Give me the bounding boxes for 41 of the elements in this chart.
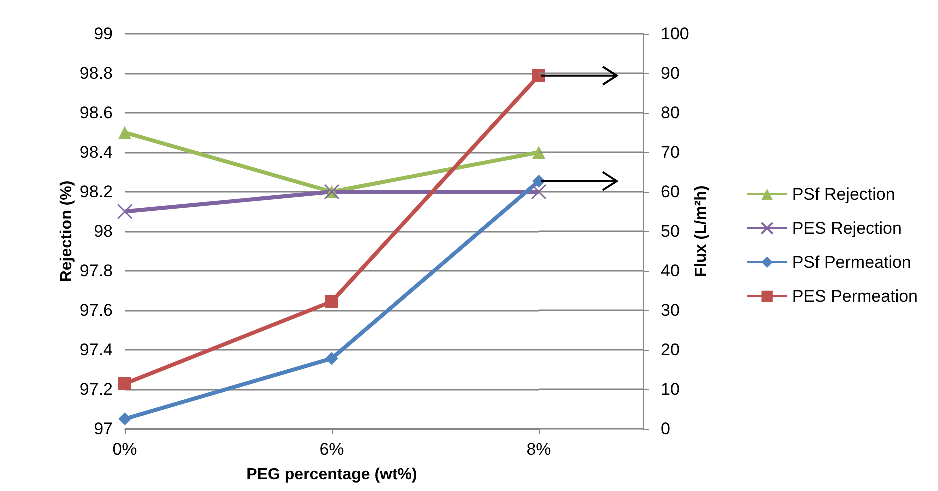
x-axis-title: PEG percentage (wt%) <box>246 466 418 484</box>
y2-tick-label: 60 <box>661 182 680 202</box>
legend-label: PES Rejection <box>792 219 902 238</box>
y-tick-label: 97.6 <box>80 301 113 320</box>
y-tick-label: 97.8 <box>80 262 113 280</box>
x-tick-label: 0% <box>112 440 138 459</box>
point <box>118 126 132 140</box>
y2-tick-label: 20 <box>661 340 680 360</box>
point <box>118 412 132 426</box>
y2-tick-label: 100 <box>661 24 690 44</box>
point <box>532 146 546 159</box>
y2-tick-label: 50 <box>661 222 680 241</box>
y2-tick-label: 0 <box>661 420 670 438</box>
point <box>118 377 132 390</box>
y-axis-title: Rejection (%) <box>58 180 76 282</box>
legend-label: PSf Rejection <box>792 185 896 204</box>
y2-tick-label: 40 <box>661 262 680 280</box>
point <box>117 204 133 220</box>
y-tick-label: 99 <box>94 24 113 44</box>
y2-tick-label: 70 <box>661 143 680 162</box>
x-tick-label: 8% <box>526 440 552 459</box>
y-tick-label: 97.4 <box>80 340 113 360</box>
point <box>531 184 547 200</box>
y-tick-label: 98.6 <box>80 104 113 122</box>
y2-tick-label: 90 <box>661 64 680 83</box>
point <box>326 352 338 366</box>
y-tick-label: 98.8 <box>80 64 113 83</box>
y2-tick-label: 80 <box>661 104 680 122</box>
point <box>532 174 546 188</box>
legend-label: PES Permeation <box>792 287 918 306</box>
y2-axis-title: Flux (L/m²h) <box>692 186 710 278</box>
legend-label: PSf Permeation <box>792 253 912 272</box>
y-tick-label: 98.4 <box>80 143 113 162</box>
y-tick-label: 98 <box>94 222 113 241</box>
y-tick-label: 98.2 <box>80 182 113 202</box>
x-tick-label: 6% <box>320 440 344 459</box>
point <box>326 295 338 308</box>
y2-tick-label: 10 <box>661 380 680 399</box>
y-tick-label: 97.2 <box>80 380 113 399</box>
y2-tick-label: 30 <box>661 301 680 320</box>
y-tick-label: 97 <box>94 420 113 438</box>
